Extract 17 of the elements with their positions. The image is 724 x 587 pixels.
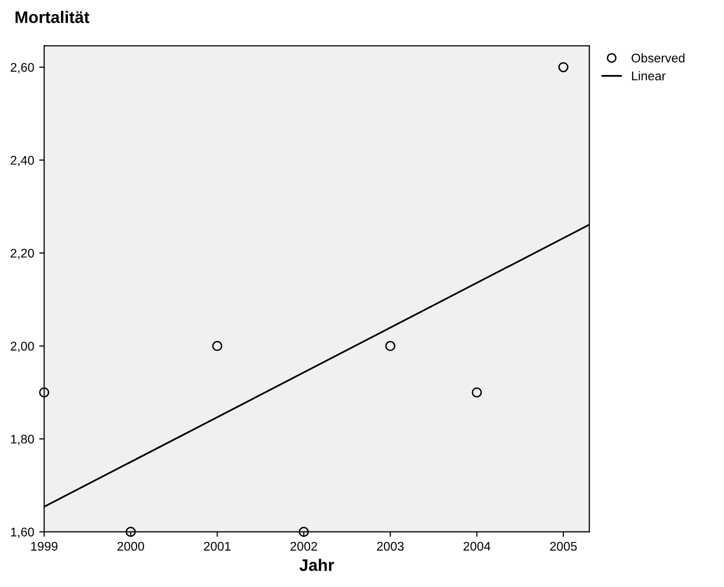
y-tick-label: 2,60 (10, 62, 34, 74)
x-tick-label: 2002 (290, 542, 318, 551)
x-tick-label: 2000 (117, 542, 144, 551)
x-tick-label: 1999 (31, 542, 58, 551)
x-tick-label: 2004 (464, 542, 490, 551)
y-tick-label: 2,00 (10, 342, 34, 352)
y-tick-label: 1,60 (11, 528, 34, 538)
y-tick-label: 2,40 (10, 156, 34, 166)
y-tick-label: 2,20 (10, 248, 34, 260)
y-tick-label: 1,80 (11, 434, 34, 446)
legend-label: Linear (632, 71, 666, 80)
x-tick-label: 2001 (204, 542, 231, 551)
x-tick-label: 2003 (377, 542, 404, 551)
chart-title: Mortalität (16, 10, 90, 24)
x-axis-title: Jahr (299, 558, 334, 571)
legend-label: Observed (632, 53, 684, 62)
x-tick-label: 2005 (550, 542, 577, 551)
